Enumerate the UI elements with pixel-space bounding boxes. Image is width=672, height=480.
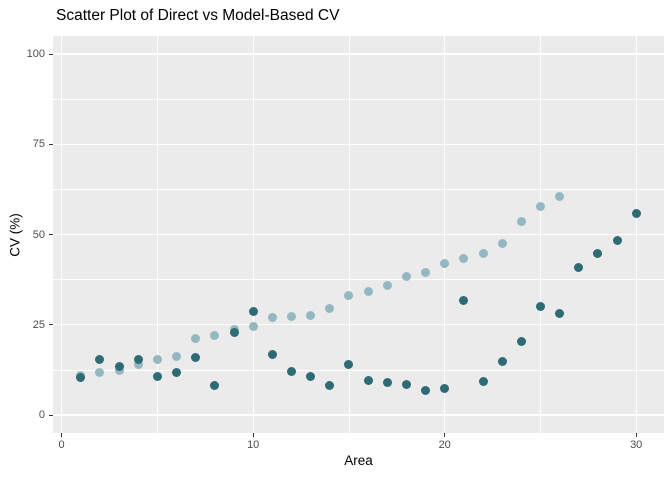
- data-point: [191, 353, 201, 363]
- data-point: [344, 291, 354, 300]
- data-point: [133, 354, 143, 364]
- chart-title: Scatter Plot of Direct vs Model-Based CV: [56, 7, 340, 24]
- data-point: [497, 238, 507, 248]
- data-point: [325, 304, 335, 313]
- data-point: [229, 328, 239, 338]
- data-point: [152, 372, 162, 382]
- data-point: [344, 360, 354, 370]
- data-point: [287, 311, 296, 321]
- data-point: [555, 191, 565, 201]
- data-point: [459, 253, 469, 263]
- x-tick-mark: [635, 433, 637, 437]
- data-point: [421, 386, 430, 396]
- data-point: [76, 373, 86, 383]
- y-major-gridline: [53, 53, 664, 55]
- data-point: [516, 336, 526, 346]
- data-point: [191, 333, 201, 343]
- y-tick-mark: [49, 53, 53, 55]
- data-point: [210, 331, 220, 341]
- data-point: [555, 309, 565, 318]
- data-point: [593, 249, 603, 259]
- data-point: [440, 259, 450, 269]
- data-point: [497, 357, 507, 366]
- data-point: [95, 354, 105, 364]
- y-major-gridline: [53, 324, 664, 326]
- x-axis-title: Area: [344, 453, 373, 468]
- x-tick-mark: [252, 433, 254, 437]
- data-point: [114, 361, 124, 371]
- data-point: [459, 296, 469, 305]
- data-point: [287, 367, 296, 377]
- y-tick-mark: [49, 143, 53, 145]
- data-point: [478, 376, 488, 386]
- y-major-gridline: [53, 414, 664, 416]
- data-point: [516, 216, 526, 226]
- data-point: [210, 380, 220, 390]
- data-point: [401, 380, 411, 390]
- x-tick-label: 30: [630, 439, 643, 451]
- data-point: [325, 381, 335, 391]
- x-tick-label: 20: [438, 439, 451, 451]
- data-point: [248, 322, 258, 332]
- y-minor-gridline: [53, 279, 664, 280]
- data-point: [574, 262, 584, 272]
- data-point: [401, 271, 411, 281]
- y-tick-label: 25: [32, 318, 45, 331]
- data-point: [382, 378, 392, 387]
- data-point: [95, 368, 105, 378]
- data-point: [612, 235, 622, 245]
- y-tick-label: 100: [26, 48, 45, 60]
- data-point: [536, 202, 545, 212]
- data-point: [267, 350, 277, 360]
- data-point: [306, 371, 316, 381]
- y-tick-mark: [49, 324, 53, 326]
- y-minor-gridline: [53, 369, 664, 371]
- plot-panel: [53, 36, 664, 433]
- data-point: [421, 268, 430, 278]
- data-point: [267, 312, 277, 322]
- data-point: [248, 306, 258, 316]
- x-tick-label: 10: [247, 439, 260, 451]
- data-point: [631, 208, 641, 218]
- x-tick-mark: [61, 433, 63, 437]
- y-tick-mark: [49, 414, 53, 416]
- y-tick-label: 75: [32, 138, 45, 151]
- data-point: [440, 383, 450, 393]
- data-point: [382, 280, 392, 290]
- data-point: [478, 248, 488, 258]
- y-major-gridline: [53, 143, 664, 145]
- y-tick-mark: [49, 234, 53, 235]
- x-tick-mark: [444, 433, 446, 437]
- data-point: [152, 354, 162, 364]
- data-point: [172, 352, 181, 361]
- data-point: [133, 359, 143, 369]
- y-minor-gridline: [53, 98, 664, 100]
- y-major-gridline: [53, 233, 664, 236]
- y-tick-label: 50: [32, 228, 45, 241]
- data-point: [363, 376, 373, 386]
- y-minor-gridline: [53, 189, 664, 190]
- data-point: [172, 367, 181, 377]
- data-point: [363, 287, 373, 297]
- y-tick-label: 0: [38, 409, 45, 421]
- x-tick-label: 0: [58, 439, 65, 451]
- data-point: [306, 310, 316, 320]
- data-point: [536, 301, 545, 311]
